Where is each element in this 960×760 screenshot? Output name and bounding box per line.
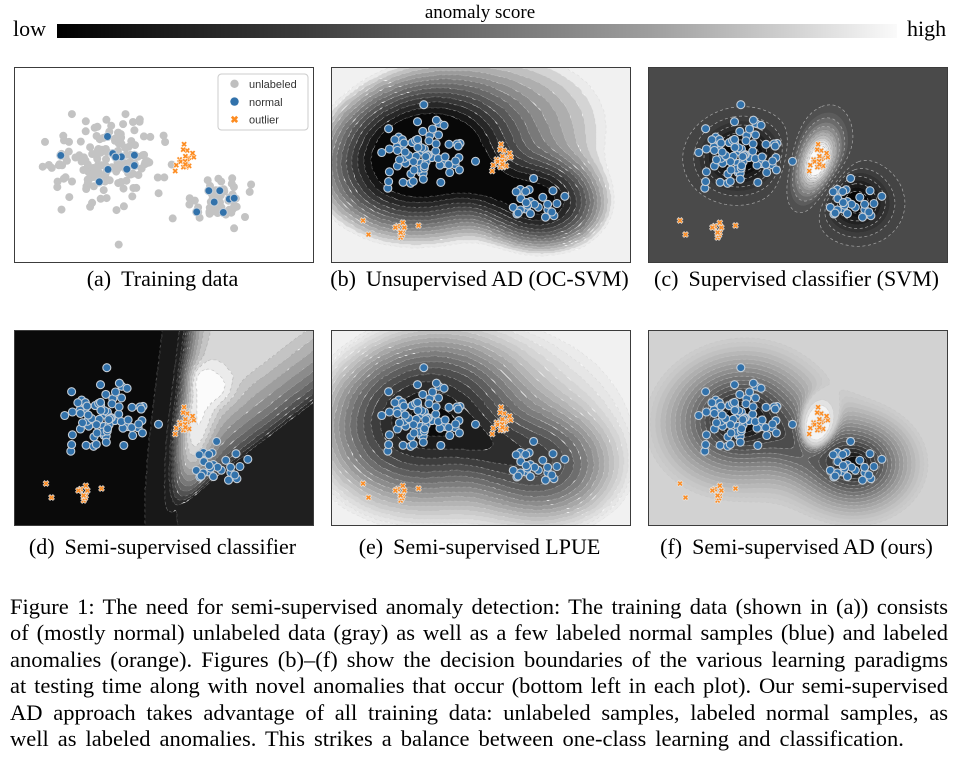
svg-text:unlabeled: unlabeled <box>249 79 297 91</box>
svg-text:outlier: outlier <box>249 115 279 127</box>
svg-text:normal: normal <box>249 97 283 109</box>
